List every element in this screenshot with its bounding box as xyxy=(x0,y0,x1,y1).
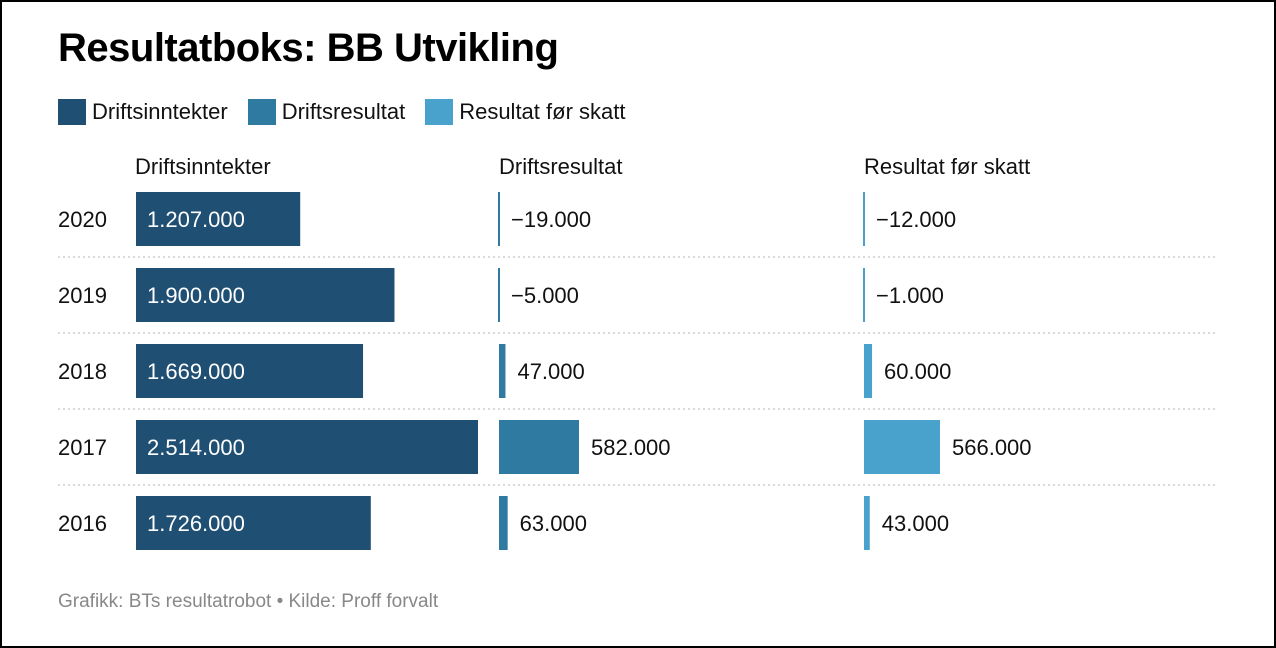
bar-resultat-f-r-skatt-2018 xyxy=(864,344,873,398)
data-label: 1.207.000 xyxy=(147,207,245,232)
data-label: 1.900.000 xyxy=(147,283,245,308)
bar-driftsresultat-2017 xyxy=(499,420,579,474)
legend-label: Driftsresultat xyxy=(281,99,406,124)
source-footer: Grafikk: BTs resultatrobot • Kilde: Prof… xyxy=(58,591,439,612)
legend-swatch-resultat-for-skatt xyxy=(425,99,454,125)
data-label: −12.000 xyxy=(876,207,956,232)
legend: Driftsinntekter Driftsresultat Resultat … xyxy=(58,99,645,125)
bar-resultat-f-r-skatt-2017 xyxy=(864,420,940,474)
data-label: −19.000 xyxy=(511,207,591,232)
bar-driftsresultat-2016 xyxy=(499,496,508,550)
data-label: −5.000 xyxy=(511,283,579,308)
bar-driftsinntekter-2017 xyxy=(136,420,478,474)
data-label: 1.726.000 xyxy=(147,511,245,536)
bar-driftsresultat-2018 xyxy=(499,344,506,398)
data-label: 63.000 xyxy=(520,511,587,536)
legend-item-driftsresultat: Driftsresultat xyxy=(247,99,406,125)
year-label: 2016 xyxy=(58,511,107,536)
legend-label: Driftsinntekter xyxy=(92,99,228,124)
data-label: 47.000 xyxy=(517,359,584,384)
legend-swatch-driftsresultat xyxy=(247,99,276,125)
data-label: 582.000 xyxy=(591,435,671,460)
data-label: −1.000 xyxy=(876,283,944,308)
column-header-driftsresultat: Driftsresultat xyxy=(499,154,623,179)
data-label: 43.000 xyxy=(882,511,949,536)
bar-driftsinntekter-2016 xyxy=(136,496,371,550)
year-label: 2018 xyxy=(58,359,107,384)
bar-resultat-f-r-skatt-2016 xyxy=(864,496,870,550)
bar-driftsinntekter-2018 xyxy=(136,344,364,398)
data-label: 566.000 xyxy=(952,435,1032,460)
chart-title: Resultatboks: BB Utvikling xyxy=(58,26,559,70)
column-header-resultat-for-skatt: Resultat før skatt xyxy=(864,154,1031,179)
data-label: 60.000 xyxy=(884,359,951,384)
data-label: 1.669.000 xyxy=(147,359,245,384)
bar-driftsinntekter-2020 xyxy=(136,192,301,246)
legend-item-resultat-for-skatt: Resultat før skatt xyxy=(425,99,625,125)
year-label: 2017 xyxy=(58,435,107,460)
year-label: 2019 xyxy=(58,283,107,308)
legend-item-driftsinntekter: Driftsinntekter xyxy=(58,99,228,125)
data-label: 2.514.000 xyxy=(147,435,245,460)
year-label: 2020 xyxy=(58,207,107,232)
bar-driftsinntekter-2019 xyxy=(136,268,395,322)
column-header-driftsinntekter: Driftsinntekter xyxy=(135,154,271,179)
legend-label: Resultat før skatt xyxy=(459,99,626,124)
legend-swatch-driftsinntekter xyxy=(58,99,86,125)
